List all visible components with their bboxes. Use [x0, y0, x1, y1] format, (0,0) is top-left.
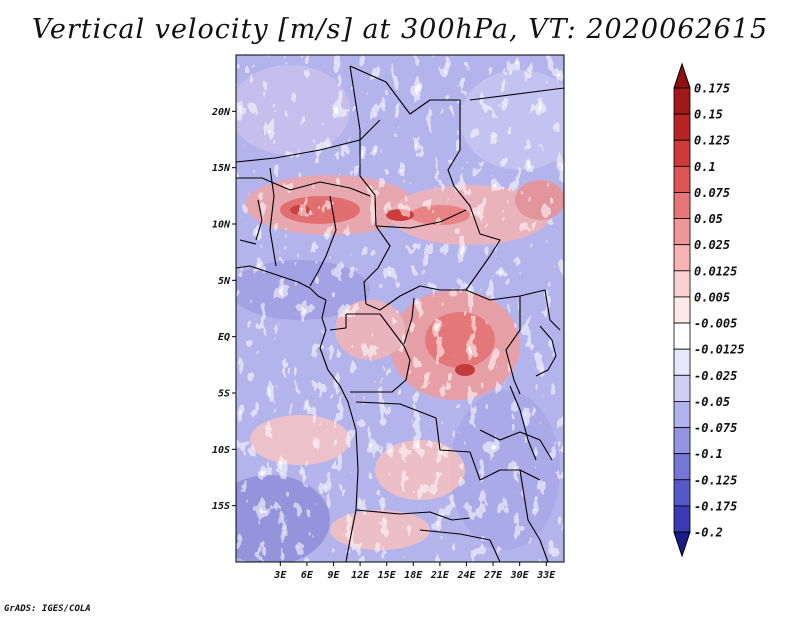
colorbar-label: 0.175 [694, 82, 730, 96]
lon-tick-label: 21E [430, 570, 450, 581]
colorbar-label: -0.005 [694, 317, 737, 331]
colorbar-top-cap [673, 62, 691, 89]
colorbar-segment [673, 296, 691, 324]
colorbar-label: -0.175 [694, 499, 737, 513]
colorbar-label: -0.125 [694, 473, 737, 487]
colorbar-label: 0.075 [694, 186, 730, 200]
vertical-velocity-field [236, 55, 564, 562]
colorbar-label: -0.075 [694, 421, 737, 435]
colorbar-segment [673, 192, 691, 219]
colorbar-segment [673, 453, 691, 481]
colorbar-segment [673, 218, 691, 246]
colorbar-label: 0.0125 [694, 264, 737, 278]
colorbar-label: 0.125 [694, 134, 730, 148]
colorbar-segment [673, 427, 691, 455]
map-title: Vertical velocity [m/s] at 300hPa, VT: 2… [31, 14, 769, 45]
lon-tick-label: 27E [483, 570, 503, 581]
lat-tick-label: 15N [212, 163, 231, 174]
colorbar-segment [673, 165, 691, 193]
colorbar-label: -0.05 [694, 395, 730, 409]
colorbar-label: 0.025 [694, 238, 730, 252]
colorbar-segment [673, 322, 691, 350]
colorbar-segment [673, 374, 691, 402]
colorbar-label: 0.15 [694, 108, 723, 122]
map-figure: 20N 15N 10N 5N EQ 5S 10S 15S 3E 6E 9E 12E 15E 18E 21E… [211, 54, 745, 581]
grads-credit: GrADS: IGES/COLA [4, 604, 91, 614]
colorbar-label: 0.005 [694, 290, 730, 304]
map-frame [235, 54, 565, 563]
lat-tick-label: 5S [218, 389, 230, 400]
lon-tick-label: 6E [301, 570, 314, 581]
lon-tick-label: 18E [404, 570, 423, 581]
lon-tick-label: 24E [456, 570, 476, 581]
colorbar-segment [673, 87, 691, 115]
colorbar-segment [673, 270, 691, 298]
colorbar-segment [673, 348, 691, 376]
lon-tick-label: 9E [327, 570, 340, 581]
colorbar-segment [673, 479, 691, 507]
lat-tick-label: 5N [218, 276, 231, 287]
lat-tick-label: EQ [218, 332, 230, 343]
colorbar-segment [673, 113, 691, 141]
lat-tick-label: 20N [211, 107, 231, 118]
longitude-axis: 3E 6E 9E 12E 15E 18E 21E 24E 27E 30E 33E [273, 562, 556, 581]
lat-tick-label: 15S [212, 501, 230, 512]
colorbar-label: 0.05 [694, 212, 723, 226]
lat-tick-label: 10N [212, 220, 231, 231]
lon-tick-label: 30E [510, 570, 530, 581]
colorbar-segment [673, 401, 691, 428]
colorbar-label: -0.2 [694, 526, 723, 540]
colorbar: 0.175 0.15 0.125 0.1 0.075 0.05 0.025 0.0125 0.0… [673, 62, 745, 558]
lon-tick-label: 33E [536, 570, 556, 581]
lat-tick-label: 10S [212, 445, 230, 456]
colorbar-segment [673, 244, 691, 272]
lon-tick-label: 12E [351, 570, 370, 581]
colorbar-segment [673, 505, 691, 533]
colorbar-label: -0.0125 [694, 343, 745, 357]
latitude-axis: 20N 15N 10N 5N EQ 5S 10S 15S [211, 107, 236, 512]
country-borders [236, 65, 564, 562]
colorbar-segment [673, 139, 691, 167]
colorbar-label: -0.1 [694, 447, 723, 461]
lon-tick-label: 15E [378, 570, 397, 581]
colorbar-bottom-cap [673, 531, 691, 558]
colorbar-label: 0.1 [694, 160, 716, 174]
lon-tick-label: 3E [273, 570, 287, 581]
colorbar-label: -0.025 [694, 369, 737, 383]
